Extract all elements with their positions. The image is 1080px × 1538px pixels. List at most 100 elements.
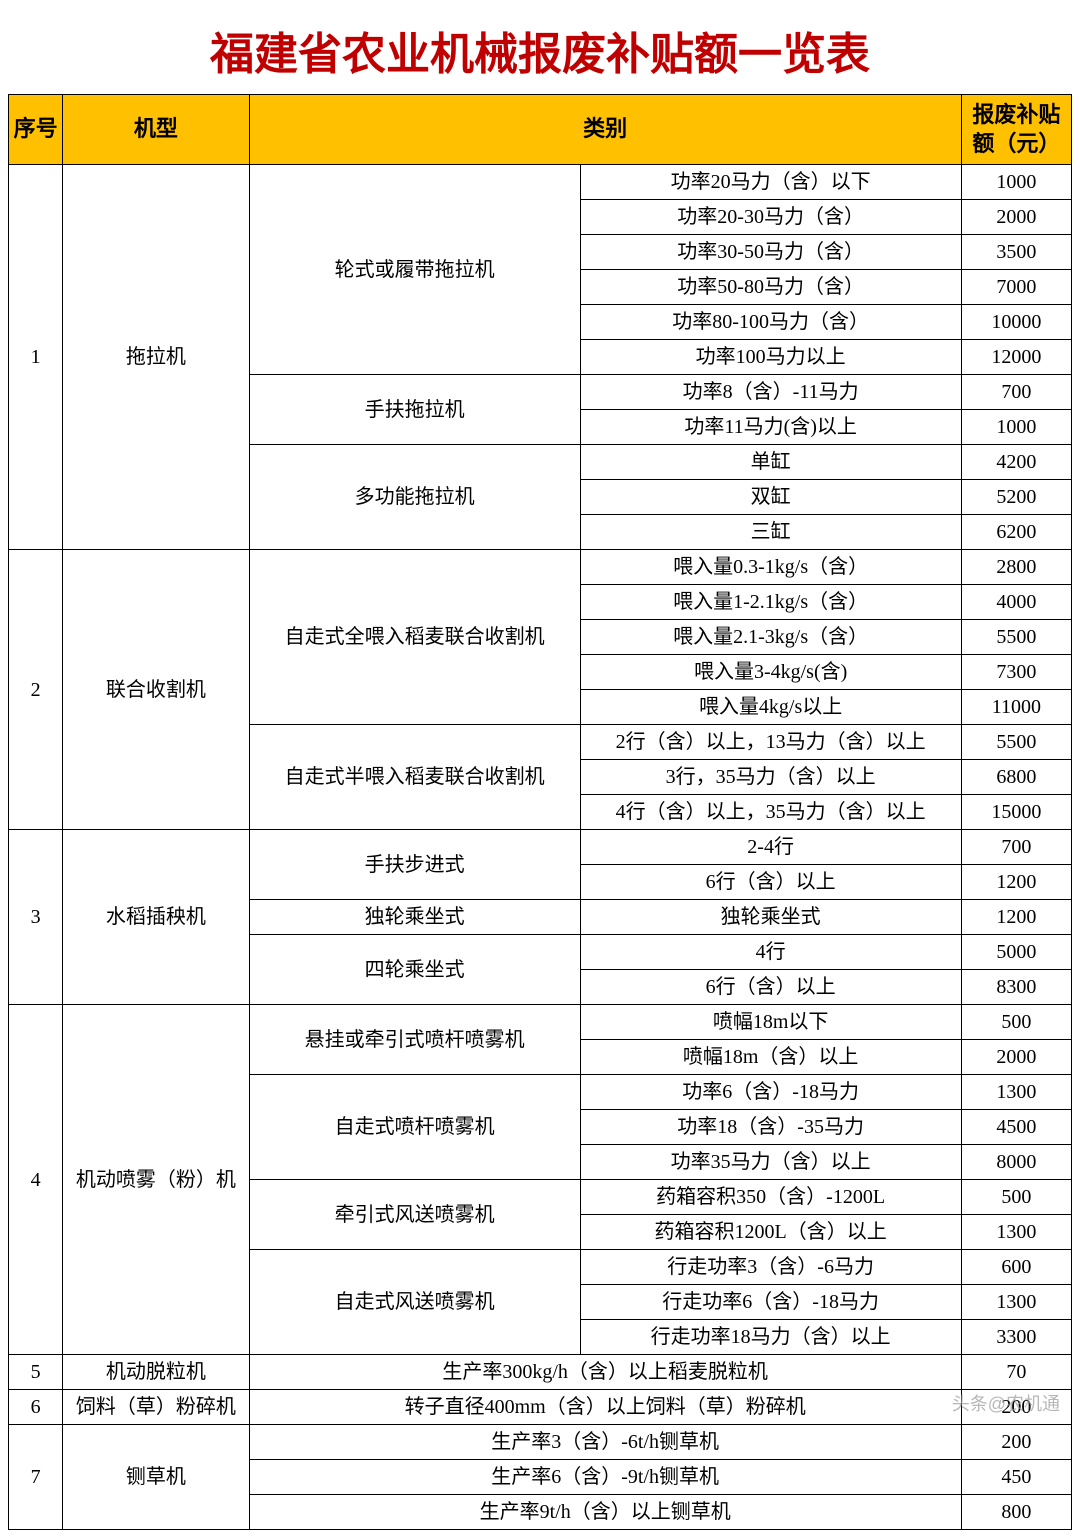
category2-cell: 喂入量0.3-1kg/s（含）: [580, 550, 961, 585]
category-cell: 生产率300kg/h（含）以上稻麦脱粒机: [249, 1355, 961, 1390]
amount-cell: 500: [961, 1005, 1071, 1040]
seq-cell: 3: [9, 830, 63, 1005]
category2-cell: 喷幅18m（含）以上: [580, 1040, 961, 1075]
seq-cell: 4: [9, 1005, 63, 1355]
model-cell: 饲料（草）粉碎机: [63, 1390, 250, 1425]
amount-cell: 1300: [961, 1215, 1071, 1250]
amount-cell: 1000: [961, 410, 1071, 445]
seq-cell: 6: [9, 1390, 63, 1425]
amount-cell: 1200: [961, 865, 1071, 900]
category2-cell: 喂入量3-4kg/s(含): [580, 655, 961, 690]
category2-cell: 单缸: [580, 445, 961, 480]
category1-cell: 自走式喷杆喷雾机: [249, 1075, 580, 1180]
category2-cell: 药箱容积350（含）-1200L: [580, 1180, 961, 1215]
category2-cell: 功率20-30马力（含）: [580, 200, 961, 235]
category2-cell: 三缸: [580, 515, 961, 550]
table-row: 3水稻插秧机手扶步进式2-4行700: [9, 830, 1072, 865]
amount-cell: 2000: [961, 1040, 1071, 1075]
amount-cell: 8000: [961, 1145, 1071, 1180]
category2-cell: 4行（含）以上，35马力（含）以上: [580, 795, 961, 830]
category2-cell: 功率35马力（含）以上: [580, 1145, 961, 1180]
category2-cell: 功率6（含）-18马力: [580, 1075, 961, 1110]
seq-cell: 5: [9, 1355, 63, 1390]
table-row: 5机动脱粒机生产率300kg/h（含）以上稻麦脱粒机70: [9, 1355, 1072, 1390]
header-seq: 序号: [9, 95, 63, 165]
amount-cell: 700: [961, 375, 1071, 410]
amount-cell: 1000: [961, 165, 1071, 200]
seq-cell: 1: [9, 165, 63, 550]
category1-cell: 自走式半喂入稻麦联合收割机: [249, 725, 580, 830]
amount-cell: 600: [961, 1250, 1071, 1285]
amount-cell: 7000: [961, 270, 1071, 305]
model-cell: 联合收割机: [63, 550, 250, 830]
category2-cell: 喂入量4kg/s以上: [580, 690, 961, 725]
amount-cell: 4500: [961, 1110, 1071, 1145]
table-row: 1拖拉机轮式或履带拖拉机功率20马力（含）以下1000: [9, 165, 1072, 200]
category1-cell: 独轮乘坐式: [249, 900, 580, 935]
category-cell: 转子直径400mm（含）以上饲料（草）粉碎机: [249, 1390, 961, 1425]
category2-cell: 喂入量2.1-3kg/s（含）: [580, 620, 961, 655]
amount-cell: 6200: [961, 515, 1071, 550]
category2-cell: 行走功率18马力（含）以上: [580, 1320, 961, 1355]
page-title: 福建省农业机械报废补贴额一览表: [8, 8, 1072, 94]
amount-cell: 6800: [961, 760, 1071, 795]
category1-cell: 手扶拖拉机: [249, 375, 580, 445]
category2-cell: 双缸: [580, 480, 961, 515]
amount-cell: 700: [961, 830, 1071, 865]
amount-cell: 1200: [961, 900, 1071, 935]
category-cell: 生产率6（含）-9t/h铡草机: [249, 1460, 961, 1495]
table-body: 1拖拉机轮式或履带拖拉机功率20马力（含）以下1000功率20-30马力（含）2…: [9, 165, 1072, 1530]
amount-cell: 70: [961, 1355, 1071, 1390]
model-cell: 机动脱粒机: [63, 1355, 250, 1390]
amount-cell: 4200: [961, 445, 1071, 480]
category2-cell: 功率30-50马力（含）: [580, 235, 961, 270]
amount-cell: 5000: [961, 935, 1071, 970]
category2-cell: 行走功率3（含）-6马力: [580, 1250, 961, 1285]
seq-cell: 2: [9, 550, 63, 830]
category1-cell: 多功能拖拉机: [249, 445, 580, 550]
amount-cell: 500: [961, 1180, 1071, 1215]
subsidy-table: 序号 机型 类别 报废补贴额（元） 1拖拉机轮式或履带拖拉机功率20马力（含）以…: [8, 94, 1072, 1530]
category2-cell: 功率18（含）-35马力: [580, 1110, 961, 1145]
table-row: 7铡草机生产率3（含）-6t/h铡草机200: [9, 1425, 1072, 1460]
category2-cell: 独轮乘坐式: [580, 900, 961, 935]
amount-cell: 5500: [961, 620, 1071, 655]
amount-cell: 11000: [961, 690, 1071, 725]
amount-cell: 1300: [961, 1075, 1071, 1110]
category2-cell: 2-4行: [580, 830, 961, 865]
watermark: 头条@农机通: [952, 1390, 1060, 1416]
category1-cell: 悬挂或牵引式喷杆喷雾机: [249, 1005, 580, 1075]
category2-cell: 2行（含）以上，13马力（含）以上: [580, 725, 961, 760]
amount-cell: 3300: [961, 1320, 1071, 1355]
category1-cell: 自走式风送喷雾机: [249, 1250, 580, 1355]
category1-cell: 轮式或履带拖拉机: [249, 165, 580, 375]
category2-cell: 功率100马力以上: [580, 340, 961, 375]
amount-cell: 2000: [961, 200, 1071, 235]
model-cell: 拖拉机: [63, 165, 250, 550]
amount-cell: 5200: [961, 480, 1071, 515]
category2-cell: 4行: [580, 935, 961, 970]
category2-cell: 功率80-100马力（含）: [580, 305, 961, 340]
category2-cell: 功率8（含）-11马力: [580, 375, 961, 410]
category2-cell: 功率50-80马力（含）: [580, 270, 961, 305]
amount-cell: 7300: [961, 655, 1071, 690]
table-row: 6饲料（草）粉碎机转子直径400mm（含）以上饲料（草）粉碎机200: [9, 1390, 1072, 1425]
category2-cell: 6行（含）以上: [580, 970, 961, 1005]
amount-cell: 200: [961, 1425, 1071, 1460]
category-cell: 生产率9t/h（含）以上铡草机: [249, 1495, 961, 1530]
amount-cell: 3500: [961, 235, 1071, 270]
category2-cell: 喂入量1-2.1kg/s（含）: [580, 585, 961, 620]
model-cell: 水稻插秧机: [63, 830, 250, 1005]
amount-cell: 2800: [961, 550, 1071, 585]
model-cell: 铡草机: [63, 1425, 250, 1530]
category2-cell: 喷幅18m以下: [580, 1005, 961, 1040]
amount-cell: 8300: [961, 970, 1071, 1005]
amount-cell: 12000: [961, 340, 1071, 375]
category1-cell: 手扶步进式: [249, 830, 580, 900]
table-header-row: 序号 机型 类别 报废补贴额（元）: [9, 95, 1072, 165]
category2-cell: 药箱容积1200L（含）以上: [580, 1215, 961, 1250]
category2-cell: 功率11马力(含)以上: [580, 410, 961, 445]
amount-cell: 450: [961, 1460, 1071, 1495]
amount-cell: 800: [961, 1495, 1071, 1530]
amount-cell: 5500: [961, 725, 1071, 760]
